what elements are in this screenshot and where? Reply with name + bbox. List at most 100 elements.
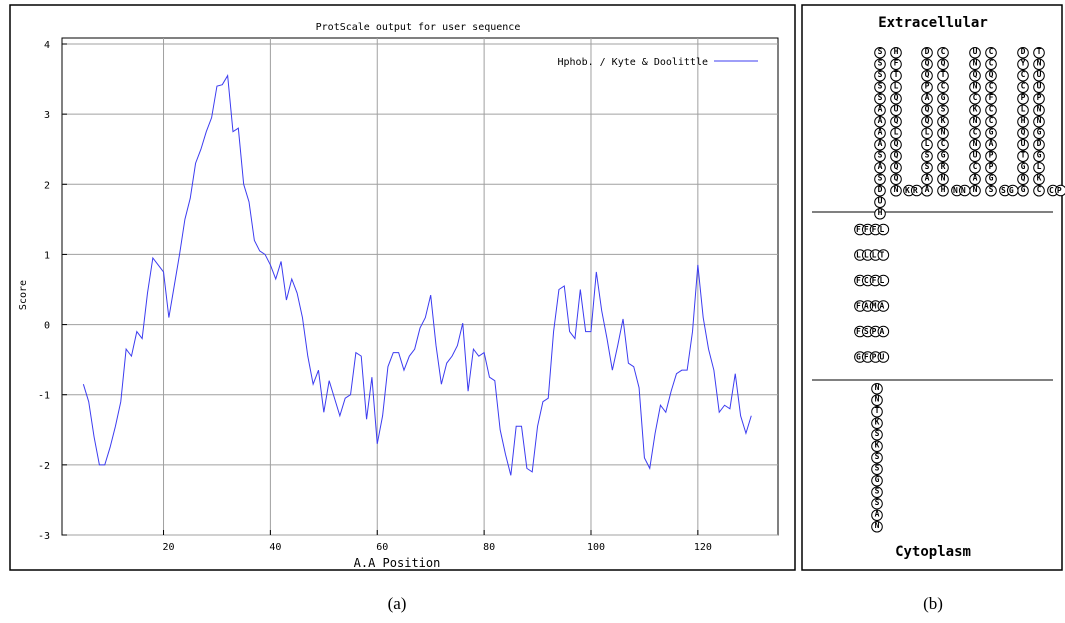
residue-turn: KR — [905, 186, 921, 195]
residue-circle — [1033, 81, 1045, 94]
residue-circle — [1017, 138, 1029, 151]
panel-a-frame — [9, 4, 796, 571]
residue-circle — [874, 92, 886, 105]
residue-circle — [937, 58, 949, 71]
residue-circle — [1033, 184, 1045, 197]
residue-circle — [1033, 127, 1045, 140]
cytoplasm-column: NNTKSKSSGSSAN — [873, 383, 882, 533]
residue-circle — [1017, 150, 1029, 163]
residue-circle — [874, 196, 886, 209]
residue-column: SSSSSAAAASASDUH — [876, 47, 885, 220]
residue-circle — [969, 92, 981, 105]
residue-circle — [890, 58, 902, 71]
residue-turn: NN — [953, 186, 969, 195]
residue-circle — [877, 249, 890, 261]
residue-circle — [969, 58, 981, 71]
y-tick-label: 2 — [44, 180, 50, 191]
residue-circle — [921, 115, 933, 128]
residue-circle — [985, 92, 997, 105]
residue-circle — [1033, 92, 1045, 105]
residue-circle — [877, 223, 890, 236]
residue-circle — [921, 150, 933, 163]
y-tick-label: 4 — [44, 40, 50, 51]
residue-circle — [985, 138, 997, 151]
residue-column: CQTCGSKNCGRNH — [939, 47, 948, 197]
residue-circle — [877, 325, 890, 338]
membrane-row: FAMA — [856, 302, 887, 311]
residue-circle — [874, 184, 886, 197]
caption-b: (b) — [923, 594, 943, 613]
residue-circle — [985, 104, 997, 117]
cytoplasm-label: Cytoplasm — [895, 544, 971, 560]
residue-circle — [969, 173, 981, 186]
membrane-row: FCFL — [856, 276, 887, 285]
residue-circle — [1033, 58, 1045, 71]
y-tick-label: -3 — [38, 531, 50, 542]
residue-circle — [871, 451, 883, 464]
residue-circle — [969, 69, 981, 82]
y-tick-label: 0 — [44, 321, 50, 332]
residue-circle — [874, 161, 886, 174]
residue-circle — [1017, 46, 1029, 59]
residue-circle — [871, 497, 883, 510]
residue-circle — [1033, 173, 1045, 186]
residue-circle — [985, 184, 997, 197]
membrane-row: LLLT — [856, 251, 887, 260]
residue-column: TNUUPNNGDGLKC — [1035, 47, 1044, 197]
residue-circle — [985, 173, 997, 186]
residue-circle — [1033, 104, 1045, 117]
residue-circle — [871, 382, 883, 395]
residue-circle — [890, 69, 902, 82]
membrane-row: GFPU — [856, 353, 887, 362]
residue-circle — [890, 46, 902, 59]
residue-circle — [921, 138, 933, 151]
residue-circle — [890, 173, 902, 186]
residue-circle — [985, 58, 997, 71]
residue-circle — [871, 417, 883, 430]
residue-circle — [890, 104, 902, 117]
residue-circle — [969, 115, 981, 128]
residue-circle — [937, 69, 949, 82]
plot-frame — [61, 37, 779, 536]
residue-circle — [890, 81, 902, 94]
y-axis-label: Score — [18, 280, 29, 310]
chart-title: ProtScale output for user sequence — [316, 22, 521, 33]
residue-circle — [1017, 161, 1029, 174]
x-tick-label: 80 — [483, 542, 495, 553]
residue-circle — [958, 184, 971, 197]
residue-circle — [874, 81, 886, 94]
residue-circle — [921, 161, 933, 174]
x-tick-label: 40 — [269, 542, 281, 553]
residue-circle — [890, 138, 902, 151]
residue-circle — [937, 46, 949, 59]
residue-circle — [1006, 184, 1019, 197]
y-tick-label: 3 — [44, 110, 50, 121]
residue-circle — [985, 115, 997, 128]
residue-circle — [890, 161, 902, 174]
x-axis-label: A.A Position — [354, 556, 441, 570]
residue-circle — [1033, 150, 1045, 163]
residue-circle — [921, 104, 933, 117]
residue-circle — [871, 520, 883, 533]
residue-circle — [874, 138, 886, 151]
residue-circle — [937, 81, 949, 94]
residue-circle — [921, 58, 933, 71]
residue-circle — [874, 69, 886, 82]
residue-circle — [1017, 104, 1029, 117]
residue-circle — [937, 173, 949, 186]
residue-circle — [921, 127, 933, 140]
residue-circle — [874, 173, 886, 186]
residue-circle — [1017, 115, 1029, 128]
residue-circle — [871, 463, 883, 476]
residue-turn: CP — [1049, 186, 1065, 195]
residue-circle — [877, 300, 890, 312]
x-tick-label: 100 — [587, 542, 605, 553]
panel-b-frame — [801, 4, 1063, 571]
residue-circle — [890, 127, 902, 140]
residue-circle — [969, 127, 981, 140]
residue-circle — [874, 58, 886, 71]
x-tick-label: 120 — [694, 542, 712, 553]
residue-circle — [1017, 58, 1029, 71]
residue-circle — [871, 486, 883, 499]
